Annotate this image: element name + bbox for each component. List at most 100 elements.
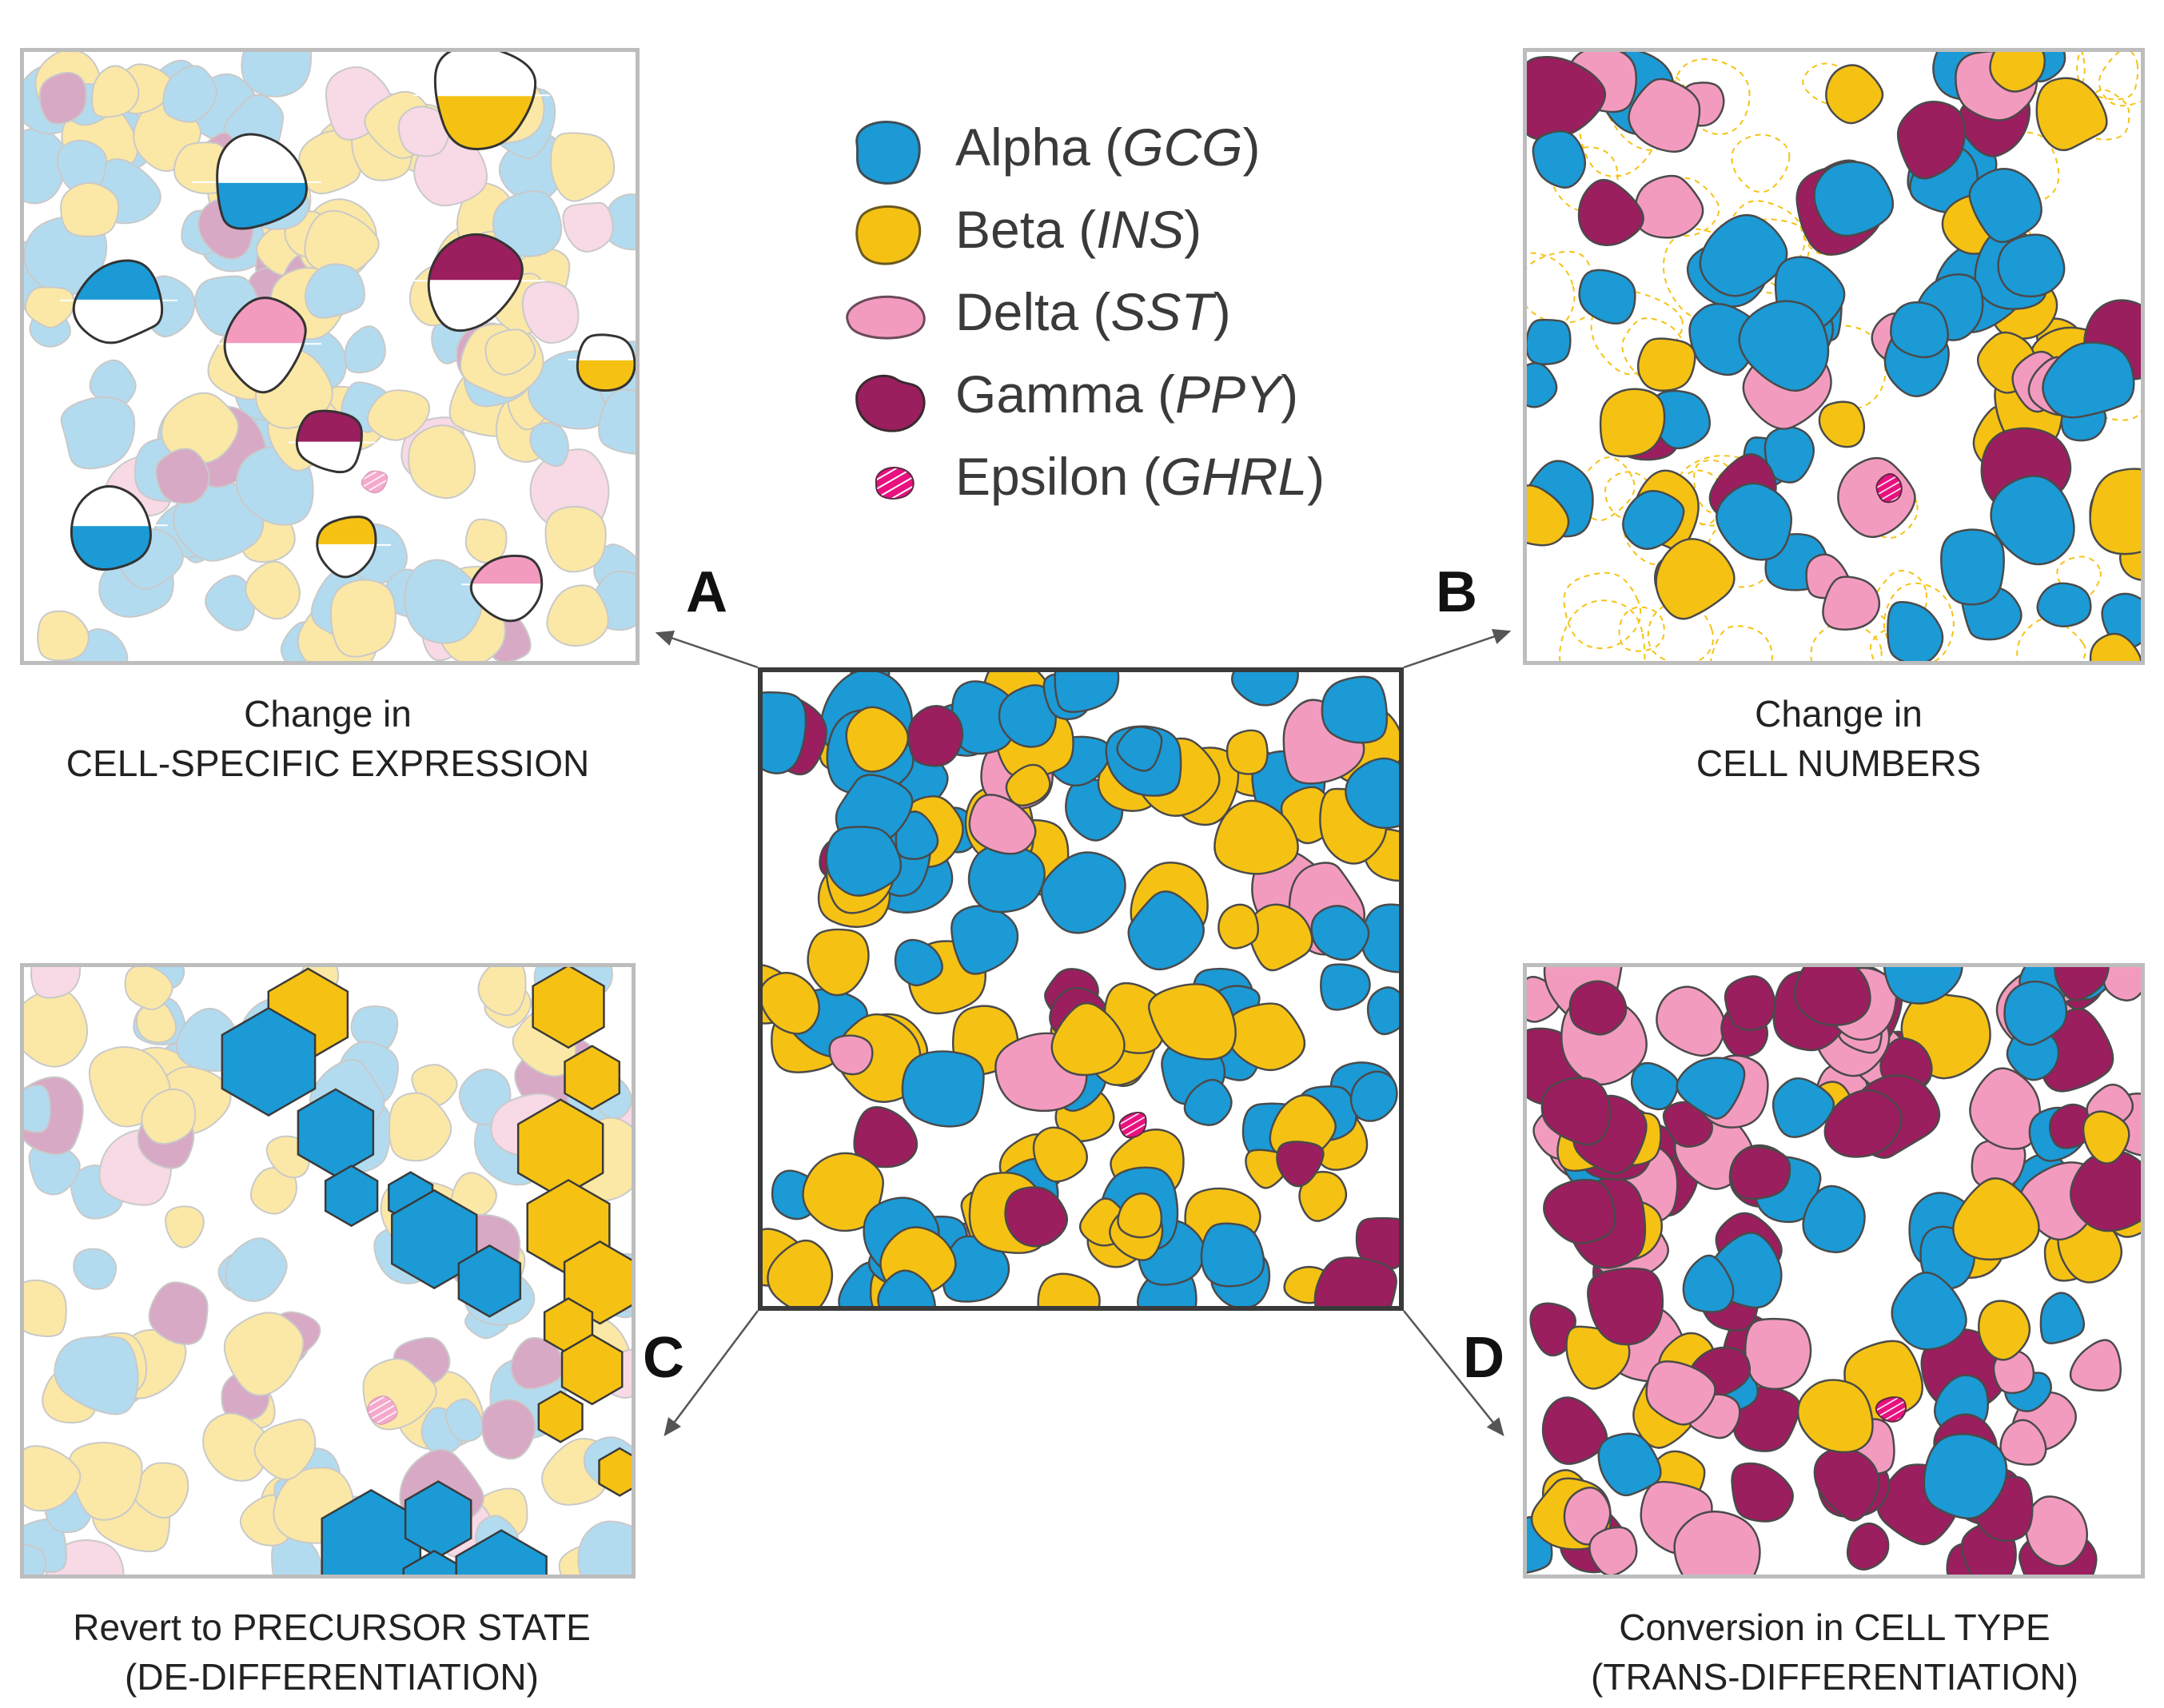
arrow-to-panel-a <box>655 630 759 669</box>
alpha-cell <box>404 559 483 644</box>
legend-label-gamma: Gamma (PPY) <box>955 364 1299 424</box>
alpha-cell <box>1361 903 1399 973</box>
beta-cell <box>245 560 301 620</box>
delta-cell <box>1673 1511 1761 1575</box>
lost-beta-cell-outline <box>1621 317 1687 383</box>
alpha-cell <box>24 1084 51 1133</box>
panel-b-caption-line1: Change in <box>1755 693 1923 735</box>
alpha-cell <box>1968 168 2042 244</box>
beta-cell-precursor-hexagon <box>537 1390 584 1443</box>
beta-cell <box>388 1092 452 1162</box>
delta-cell-expression <box>225 297 306 344</box>
beta-cell <box>1952 1177 2040 1261</box>
panel-c-caption-line1: Revert to PRECURSOR STATE <box>73 1606 591 1648</box>
delta-cell-outline <box>223 297 307 394</box>
alpha-cell-expression <box>71 525 151 570</box>
beta-cell <box>37 610 90 661</box>
beta-cell <box>1527 484 1570 547</box>
beta-cell <box>2082 1110 2130 1165</box>
panel-c-caption-line2: (DE-DIFFERENTIATION) <box>125 1656 539 1698</box>
alpha-cell <box>1310 905 1370 961</box>
beta-cell <box>1217 903 1259 950</box>
legend-label-epsilon: Epsilon (GHRL) <box>955 447 1325 506</box>
alpha-cell <box>1682 1254 1735 1313</box>
panel-a-caption: Change in CELL-SPECIFIC EXPRESSION <box>0 689 656 788</box>
alpha-cell <box>1771 1077 1835 1138</box>
gamma-cell <box>2054 967 2110 1001</box>
alpha-cell <box>304 263 365 319</box>
alpha-cell <box>1597 1432 1662 1497</box>
panel-b-number-change <box>1523 48 2145 665</box>
delta-cell <box>397 106 452 157</box>
gamma-cell <box>1527 56 1607 141</box>
beta-cell <box>1599 388 1666 458</box>
gamma-cell <box>480 1399 536 1460</box>
alpha-cell <box>1040 851 1126 934</box>
beta-cell <box>544 506 607 573</box>
epsilon-cell <box>367 1395 398 1425</box>
legend-item-epsilon: Epsilon (GHRL) <box>839 441 1399 513</box>
delta-cell <box>30 967 82 999</box>
panel-b-islet-illustration <box>1527 52 2141 661</box>
lost-beta-cell-outline <box>1550 146 1619 212</box>
panel-a-caption-line2: CELL-SPECIFIC EXPRESSION <box>66 743 590 784</box>
lost-beta-cell-outline <box>1563 571 1642 650</box>
gamma-cell <box>1813 1447 1880 1522</box>
gamma-cell-icon <box>855 374 926 432</box>
panel-a-letter: A <box>686 560 727 624</box>
alpha-cell-expression <box>75 261 161 301</box>
beta-cell <box>1825 64 1884 125</box>
beta-cell-precursor-hexagon <box>563 1240 632 1325</box>
beta-cell <box>1636 337 1696 392</box>
delta-cell <box>1645 1360 1716 1426</box>
beta-cell <box>1655 538 1736 620</box>
alpha-cell <box>24 1543 47 1575</box>
alpha-cell-expression <box>217 181 307 229</box>
alpha-cell <box>825 826 903 897</box>
alpha-cell <box>1054 672 1120 714</box>
delta-cell <box>2069 1339 2122 1391</box>
gamma-cell-outline <box>295 409 363 474</box>
beta-cell <box>1050 1001 1126 1077</box>
alpha-cell <box>444 1398 484 1443</box>
beta-cell <box>1032 1126 1088 1183</box>
beta-cell <box>329 579 397 658</box>
gamma-cell <box>1823 1089 1903 1158</box>
gamma-cell <box>1730 1145 1791 1200</box>
alpha-cell <box>344 325 386 374</box>
alpha-cell-outline <box>216 133 308 230</box>
panel-c-letter: C <box>643 1326 684 1390</box>
lost-beta-cell-outline <box>1731 133 1791 193</box>
delta-cell <box>968 794 1037 855</box>
lost-beta-cell-outline <box>1883 582 1955 661</box>
lost-beta-cell-outline <box>1803 324 1887 411</box>
gamma-cell <box>38 71 87 125</box>
alpha-cell-precursor-hexagon <box>455 1529 548 1575</box>
gamma-cell <box>1004 1186 1068 1248</box>
alpha-cell <box>1321 675 1389 744</box>
panel-a-expression-change <box>20 48 640 665</box>
alpha-cell <box>1231 672 1299 707</box>
delta-cell <box>1628 78 1701 153</box>
alpha-cell <box>1127 890 1205 971</box>
beta-cell <box>124 967 173 1010</box>
alpha-cell <box>2003 980 2068 1046</box>
gamma-cell-outline <box>427 233 524 332</box>
epsilon-cell-icon <box>875 467 915 500</box>
alpha-cell <box>1997 233 2066 298</box>
beta-cell <box>2035 77 2108 152</box>
gamma-cell <box>1541 1396 1608 1465</box>
beta-cell <box>24 1279 67 1337</box>
alpha-cell <box>73 1248 118 1290</box>
epsilon-cell <box>361 470 389 494</box>
epsilon-cell <box>1875 473 1903 504</box>
alpha-cell <box>967 844 1046 914</box>
delta-cell <box>1633 174 1704 239</box>
beta-cell <box>304 209 380 277</box>
lost-beta-cell-outline <box>1986 130 2060 202</box>
legend-label-beta: Beta (INS) <box>955 200 1202 259</box>
alpha-cell <box>89 359 137 408</box>
alpha-cell <box>1738 300 1830 392</box>
beta-cell <box>1796 1379 1874 1454</box>
beta-cell <box>1818 400 1866 448</box>
